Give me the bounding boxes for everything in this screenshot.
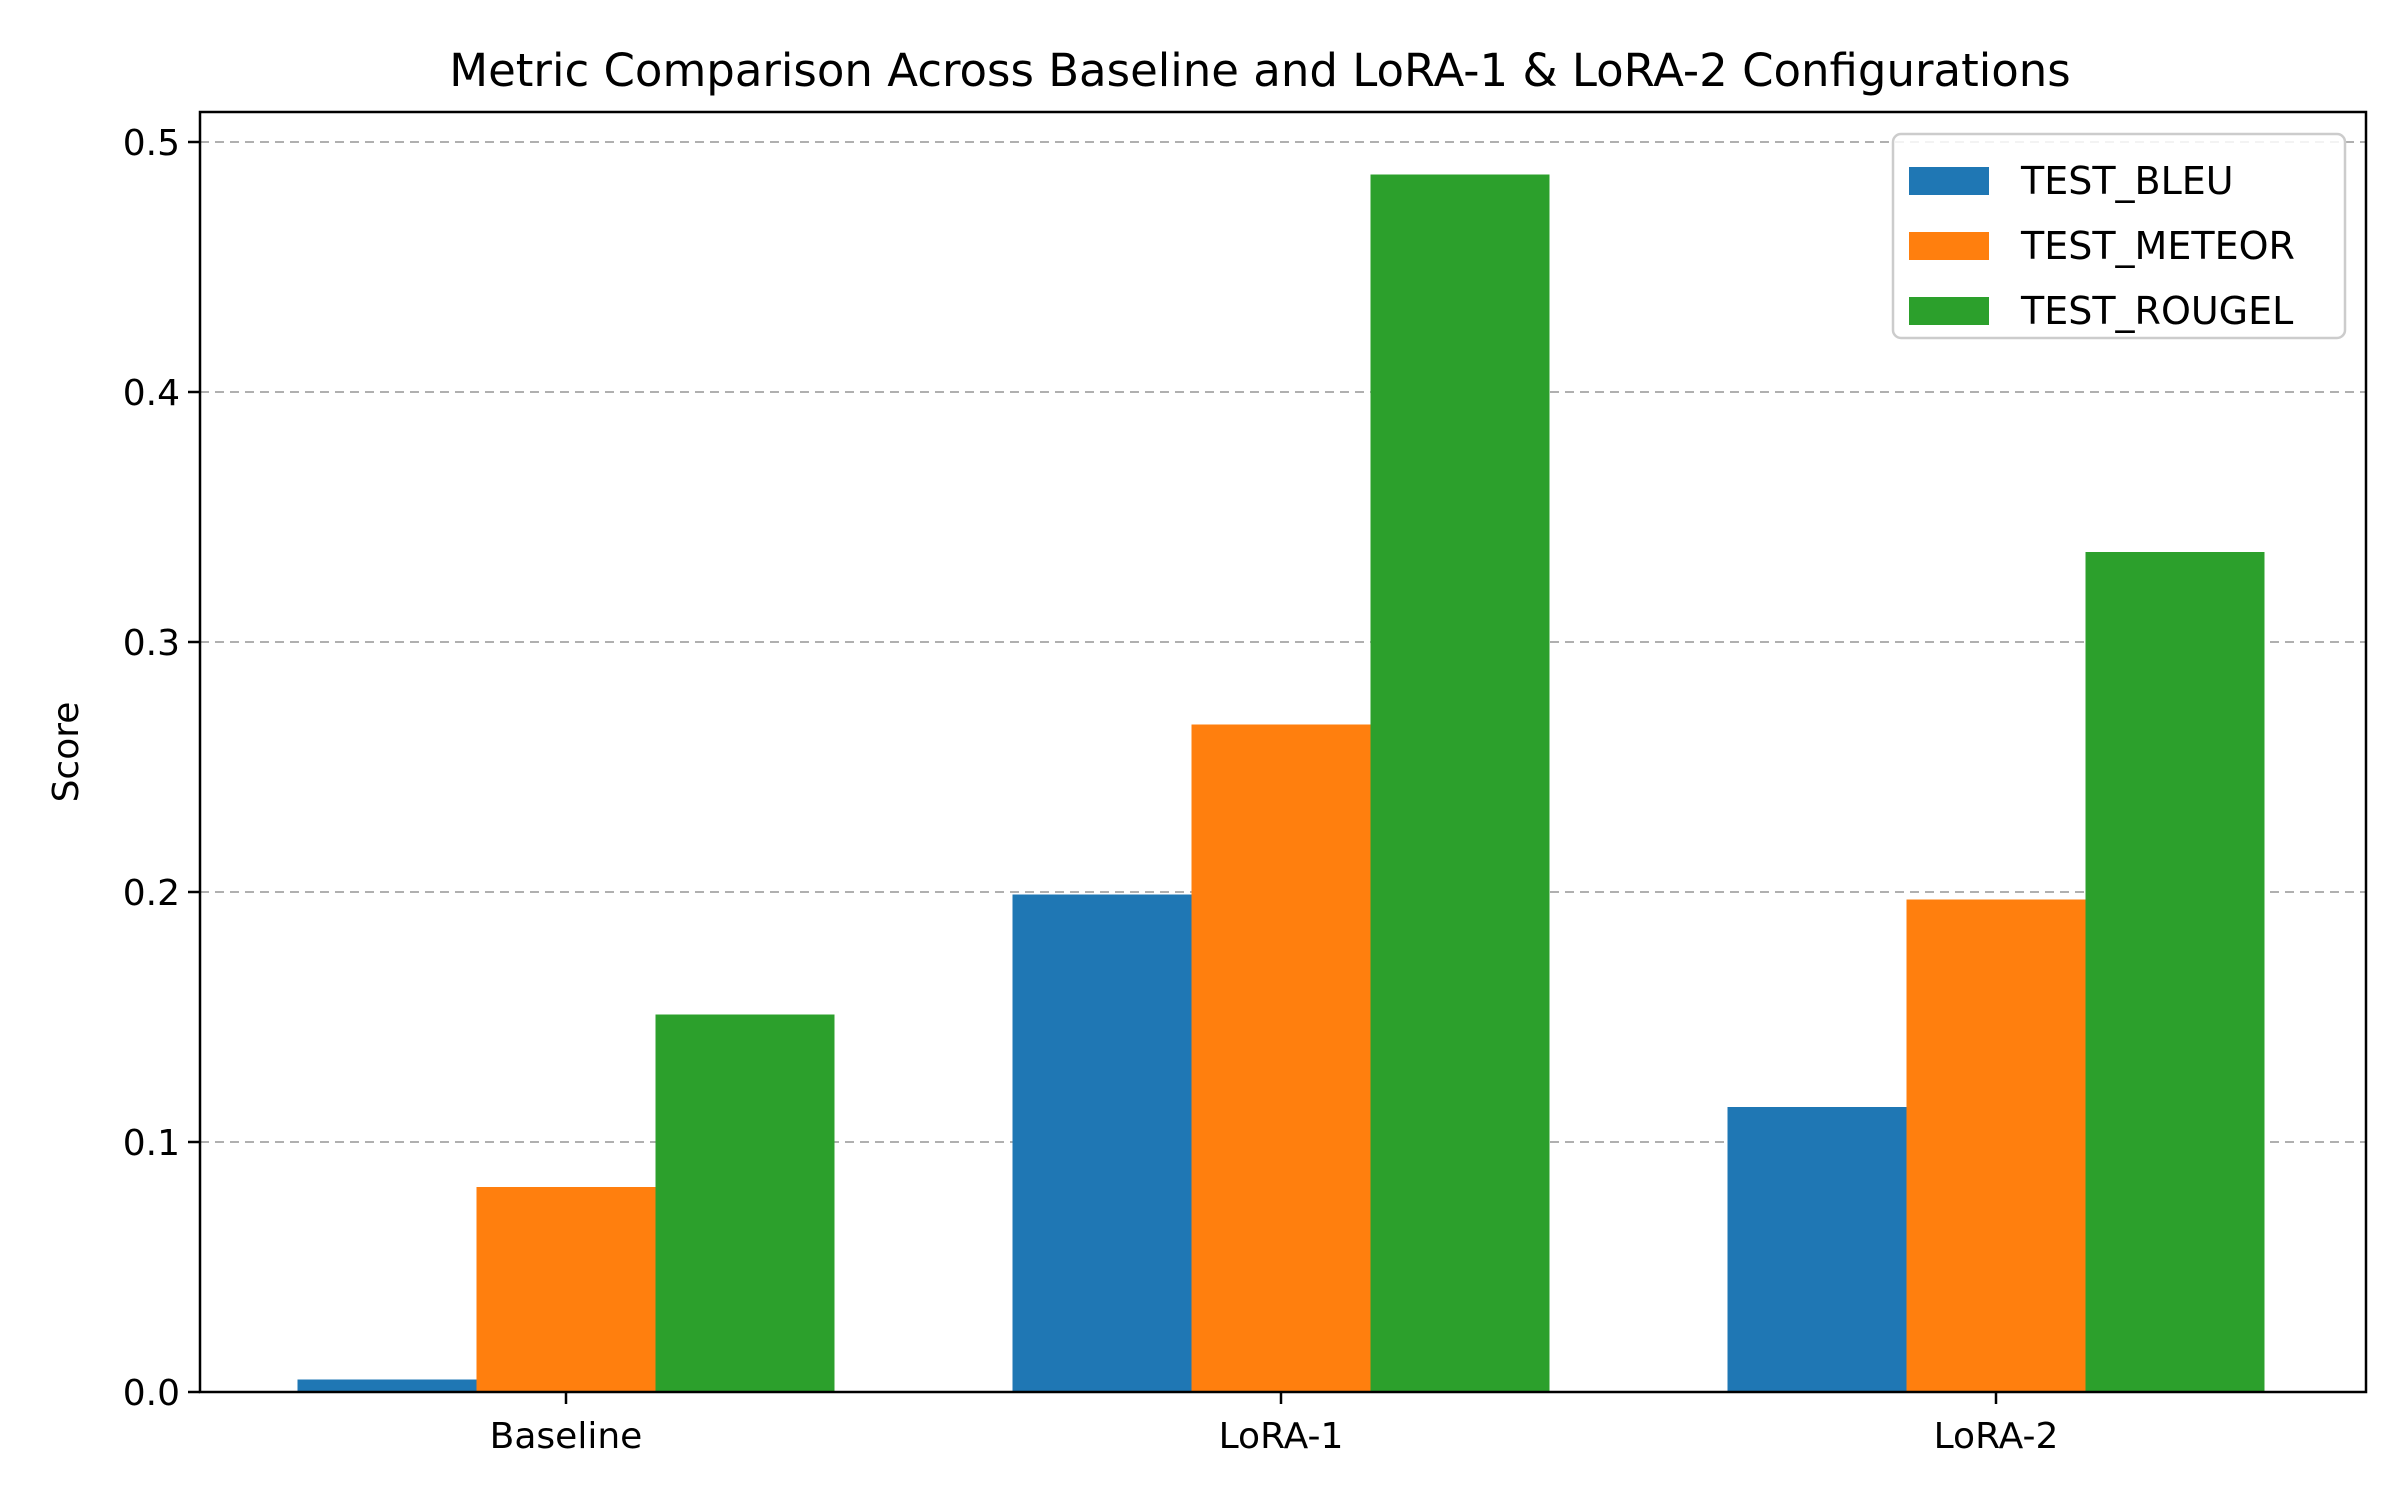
legend-label: TEST_METEOR [2020, 224, 2295, 268]
legend-label: TEST_ROUGEL [2020, 289, 2293, 333]
bar-test-rougel-lora-2 [2085, 552, 2265, 1392]
bar-test-meteor-lora-1 [1191, 724, 1371, 1392]
bar-test-bleu-lora-2 [1727, 1107, 1907, 1392]
chart-title: Metric Comparison Across Baseline and Lo… [449, 44, 2070, 97]
y-tick-label: 0.3 [123, 623, 180, 664]
bar-test-meteor-lora-2 [1906, 899, 2086, 1392]
legend-label: TEST_BLEU [2020, 159, 2234, 203]
y-tick-label: 0.1 [123, 1123, 180, 1164]
y-tick-label: 0.5 [123, 123, 180, 164]
bar-test-rougel-baseline [655, 1014, 835, 1392]
x-tick-label: LoRA-1 [1219, 1416, 1344, 1457]
x-tick-label: Baseline [490, 1416, 643, 1457]
bar-test-rougel-lora-1 [1370, 174, 1550, 1392]
bars [297, 174, 2265, 1392]
x-tick-label: LoRA-2 [1934, 1416, 2059, 1457]
legend: TEST_BLEU TEST_METEOR TEST_ROUGEL [1891, 132, 2347, 340]
y-axis-label: Score [46, 702, 87, 803]
y-tick-label: 0.2 [123, 873, 180, 914]
y-tick-label: 0.0 [123, 1373, 180, 1414]
legend-swatch [1909, 297, 1989, 325]
legend-swatch [1909, 232, 1989, 260]
y-axis-ticks: 0.0 0.1 0.2 0.3 0.4 0.5 [123, 123, 200, 1414]
legend-box [1891, 132, 2347, 340]
bar-test-bleu-lora-1 [1012, 894, 1192, 1392]
y-tick-label: 0.4 [123, 373, 180, 414]
plot-frame [198, 110, 2368, 1394]
legend-swatch [1909, 167, 1989, 195]
bar-test-bleu-baseline [297, 1379, 477, 1392]
x-axis-ticks: Baseline LoRA-1 LoRA-2 [490, 1392, 2059, 1457]
bar-test-meteor-baseline [476, 1187, 656, 1392]
